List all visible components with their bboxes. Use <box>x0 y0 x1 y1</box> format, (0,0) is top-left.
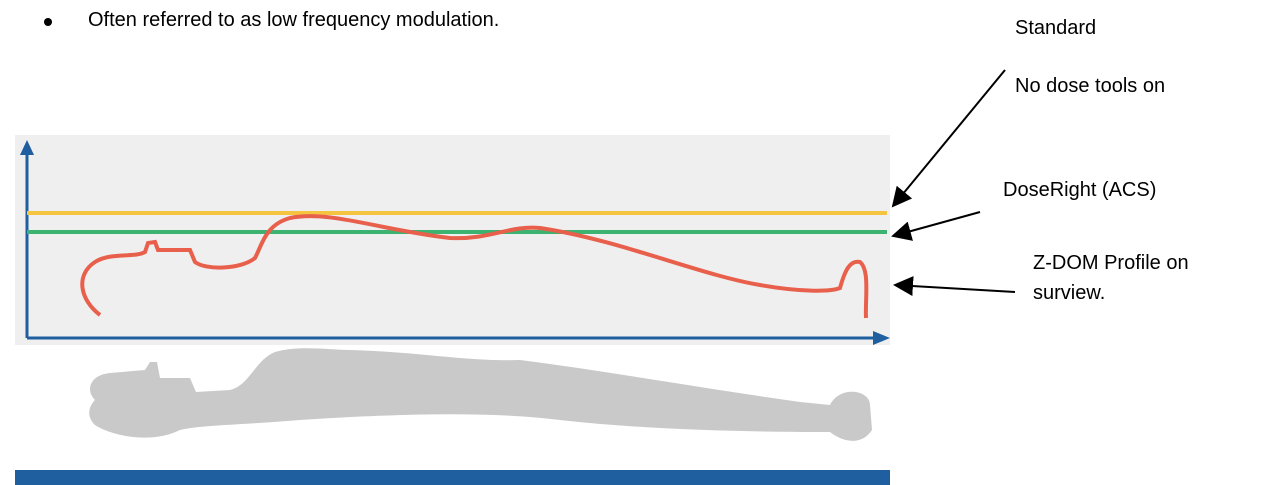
arrow-doseright <box>893 212 980 236</box>
bullet-text: Often referred to as low frequency modul… <box>88 8 499 32</box>
label: Z-DOM Profile on <box>1033 251 1189 275</box>
bullet-dot <box>44 18 52 26</box>
patient-silhouette <box>89 348 872 441</box>
table-bar <box>15 470 890 485</box>
label: DoseRight (ACS) <box>1003 178 1156 202</box>
label: Standard <box>1015 16 1096 40</box>
arrow-standard <box>893 70 1005 206</box>
arrow-zdom <box>895 285 1015 292</box>
diagram <box>0 0 1269 485</box>
page: {"bullet": "Often referred to as low fre… <box>0 0 1269 485</box>
label: No dose tools on <box>1015 74 1165 98</box>
label: surview. <box>1033 281 1105 305</box>
